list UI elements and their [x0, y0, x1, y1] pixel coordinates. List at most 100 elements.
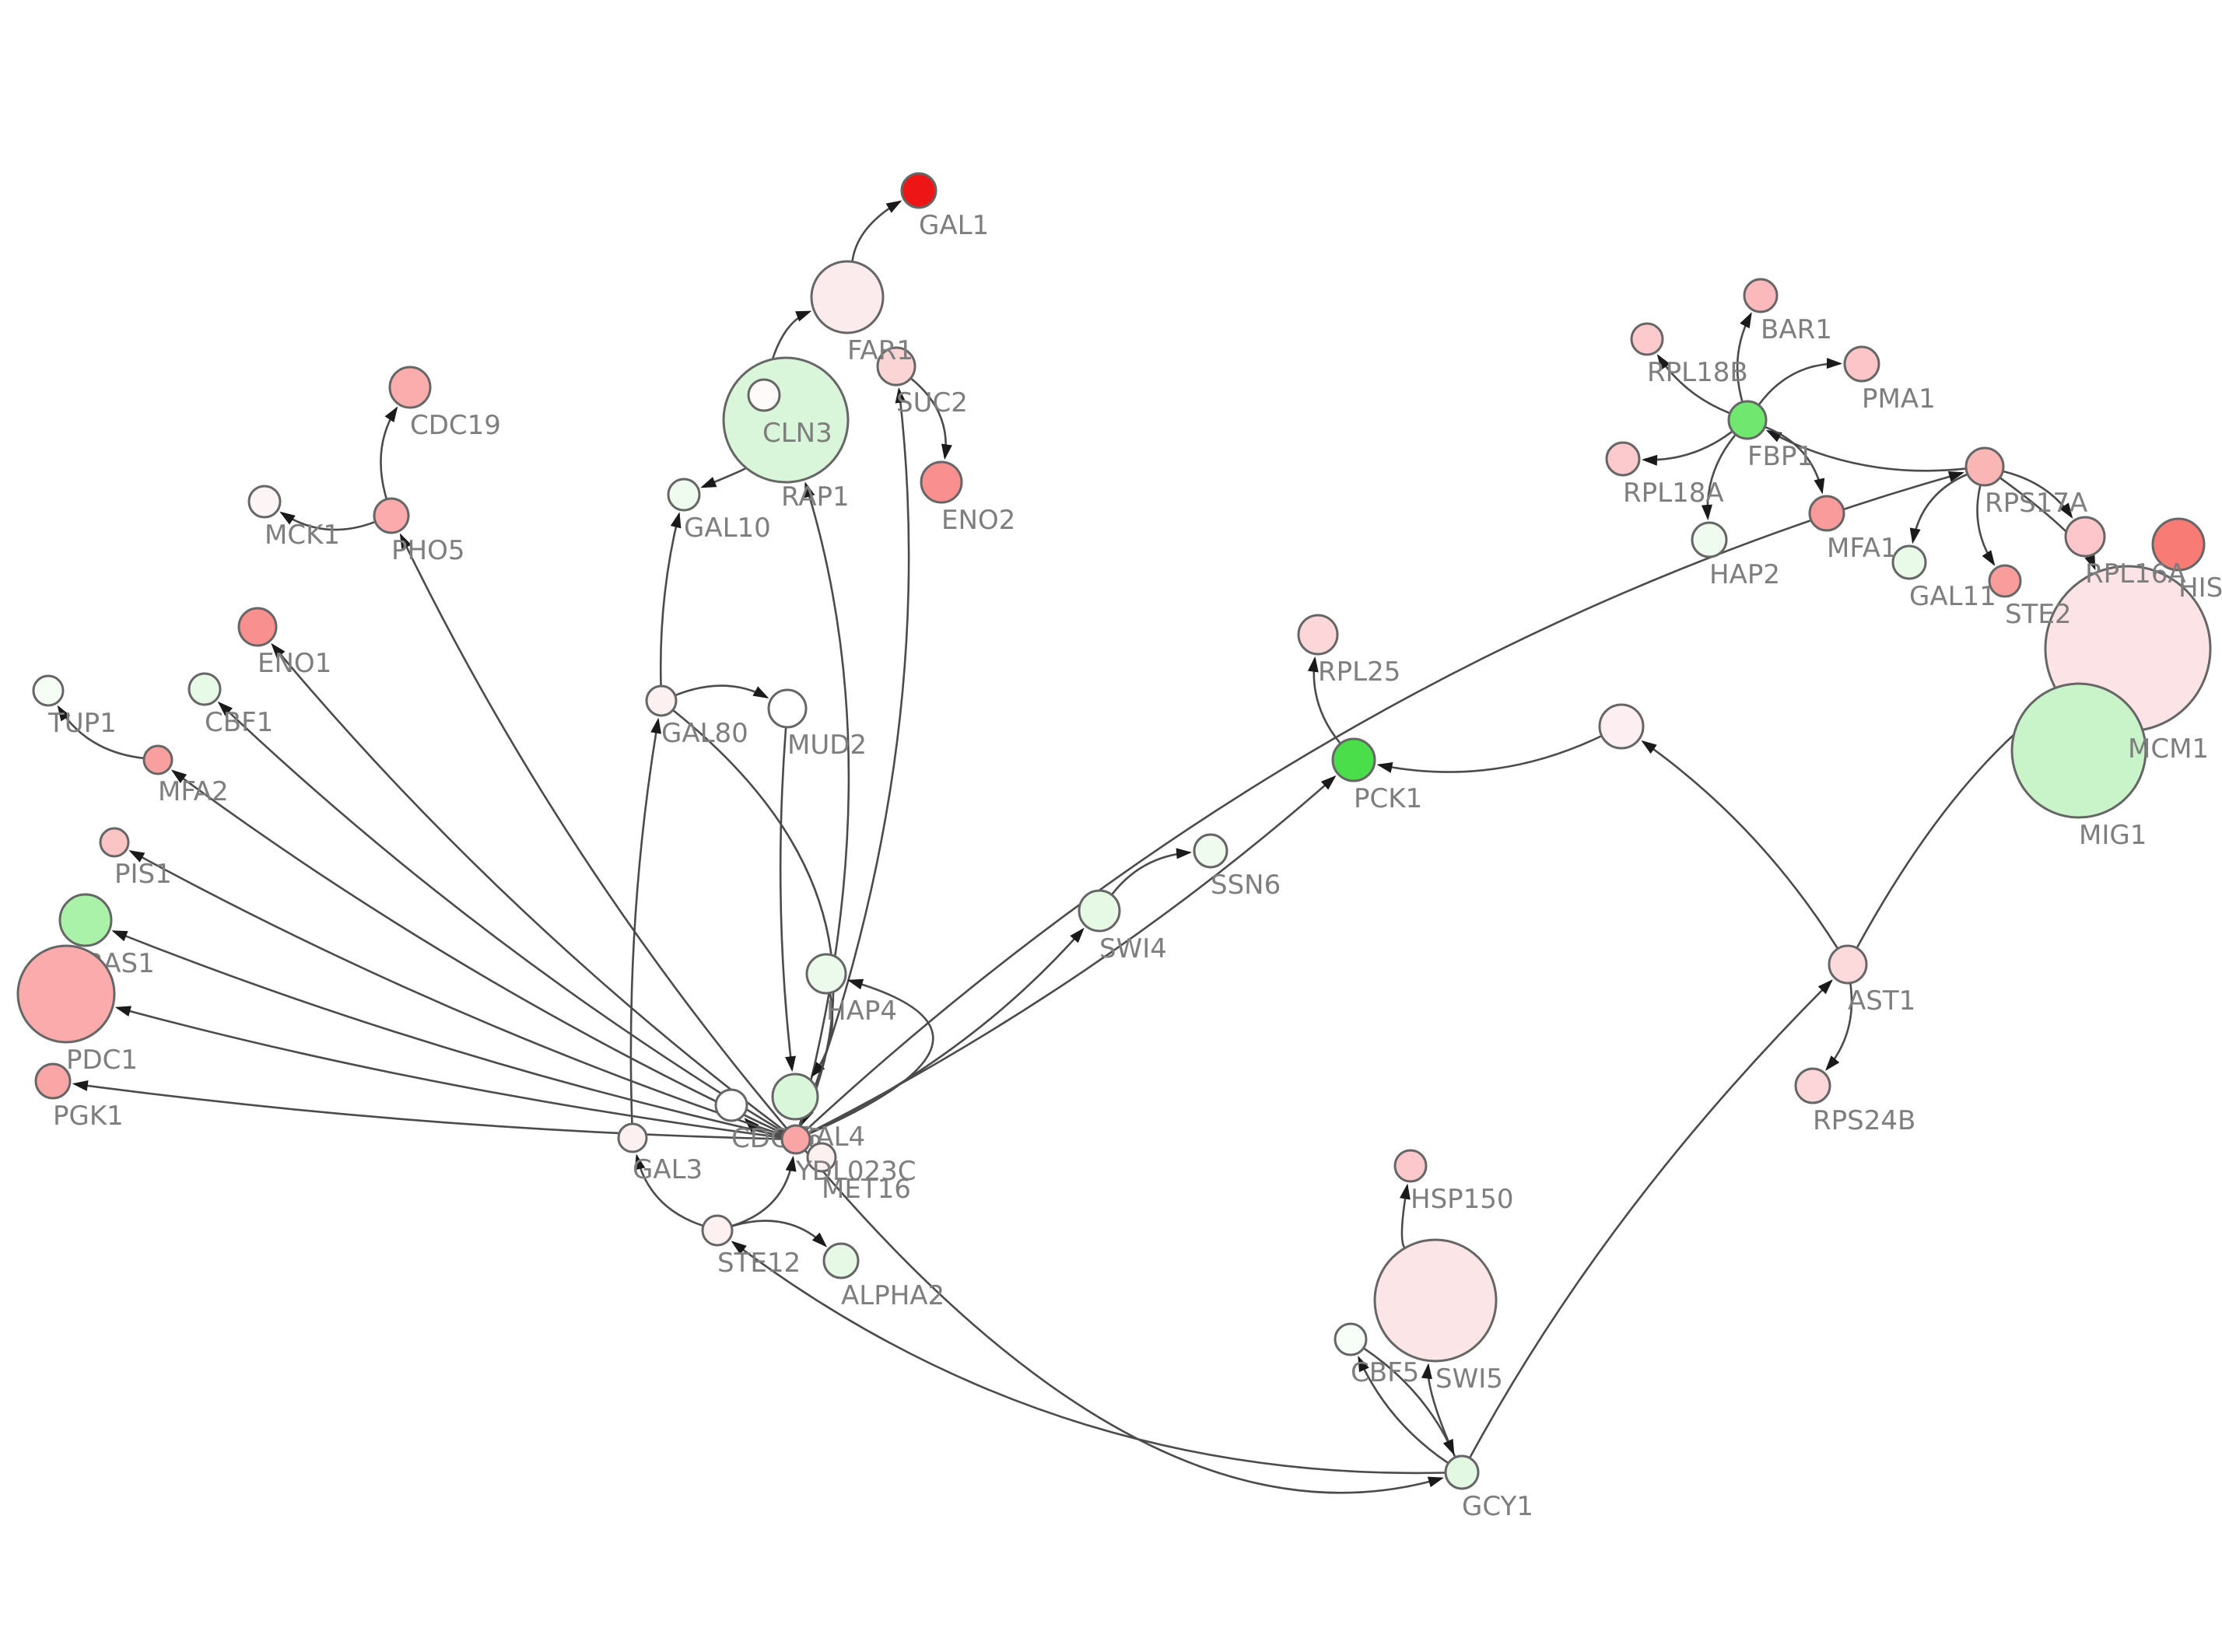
node-ENO2[interactable]: [920, 460, 963, 504]
node-MFA2[interactable]: [142, 744, 173, 775]
edge-MUD2-GAL4[interactable]: [779, 727, 796, 1073]
node-STE2[interactable]: [1988, 564, 2022, 598]
node-FAR1[interactable]: [810, 260, 885, 334]
edge-AST1-N1[interactable]: [1641, 740, 1838, 949]
edge-YDL023C-PHO5[interactable]: [399, 533, 787, 1129]
node-HAP4[interactable]: [805, 953, 847, 995]
node-N1[interactable]: [1598, 703, 1645, 750]
node-CDC36[interactable]: [714, 1088, 748, 1122]
edge-CLN3-GAL10[interactable]: [700, 467, 746, 488]
edge-GCY1-AST1[interactable]: [1469, 979, 1833, 1458]
node-MIG1[interactable]: [2010, 682, 2147, 819]
node-ALPHA2[interactable]: [822, 1242, 860, 1279]
edge-FAR1-GAL1[interactable]: [851, 200, 902, 261]
edge-FBP1-BAR1[interactable]: [1736, 312, 1752, 402]
node-GAL4[interactable]: [771, 1073, 819, 1121]
edge-YDL023C-PCK1[interactable]: [808, 775, 1337, 1134]
node-RPL18A[interactable]: [1605, 441, 1641, 477]
node-TUP1[interactable]: [32, 674, 65, 707]
edge-SWI4-SSN6[interactable]: [1111, 848, 1193, 895]
edge-YDL023C-RPS17A[interactable]: [806, 471, 1964, 1131]
node-MFA1[interactable]: [1808, 495, 1845, 532]
node-CDC19[interactable]: [388, 366, 432, 409]
edge-YDL023C-MFA2[interactable]: [170, 769, 783, 1135]
node-MCK1[interactable]: [247, 485, 282, 519]
edge-YDL023C-CLN3[interactable]: [798, 481, 850, 1125]
edge-YDL023C-HAP4[interactable]: [808, 978, 934, 1135]
node-GAL10[interactable]: [667, 478, 701, 512]
edge-YDL023C-CBF1[interactable]: [217, 701, 784, 1133]
node-CBF1[interactable]: [188, 672, 222, 706]
edge-FBP1-PMA1[interactable]: [1758, 358, 1842, 405]
edge-RPS17A-STE2[interactable]: [1976, 485, 1996, 566]
node-GAL3[interactable]: [617, 1122, 648, 1153]
edge-PHO5-CDC19[interactable]: [380, 406, 398, 499]
edge-STE12-GAL3[interactable]: [634, 1153, 703, 1227]
edge-RPS17A-RPL16A[interactable]: [2003, 470, 2073, 519]
node-AST1[interactable]: [1828, 944, 1868, 985]
edge-YDL023C-GCY1[interactable]: [804, 1150, 1444, 1494]
node-GCY1[interactable]: [1444, 1454, 1480, 1490]
edge-YDL023C-SUC2[interactable]: [800, 387, 910, 1126]
node-PIS1[interactable]: [99, 827, 130, 858]
node-GAL80[interactable]: [645, 684, 678, 717]
node-YDL023C[interactable]: [780, 1124, 811, 1155]
edge-YDL023C-PIS1[interactable]: [128, 850, 783, 1136]
edge-GAL3-GAL80[interactable]: [629, 717, 662, 1124]
edge-FBP1-RPL18B[interactable]: [1656, 354, 1730, 415]
node-RAS1[interactable]: [58, 893, 113, 947]
edge-PCK1-RPL25[interactable]: [1307, 656, 1341, 744]
node-RPL25[interactable]: [1297, 614, 1339, 656]
node-RPS17A[interactable]: [1964, 446, 2005, 487]
edge-GCY1-STE12[interactable]: [731, 1241, 1446, 1475]
edge-MFA2-TUP1[interactable]: [57, 705, 144, 760]
edge-GAL80-MUD2[interactable]: [675, 684, 769, 699]
node-PHO5[interactable]: [373, 497, 410, 534]
edge-SWI5-HSP150[interactable]: [1399, 1183, 1411, 1248]
node-HIS4[interactable]: [2151, 517, 2206, 572]
edge-SUC2-ENO2[interactable]: [910, 377, 952, 460]
edge-GCY1-CBF5[interactable]: [1358, 1356, 1449, 1464]
edge-RPS17A-GAL11[interactable]: [1909, 473, 1968, 544]
edge-RPS17A-MCM1[interactable]: [1999, 477, 2096, 571]
node-PDC1[interactable]: [16, 944, 116, 1044]
edge-YDL023C-PGK1[interactable]: [72, 1080, 782, 1140]
node-MET16[interactable]: [806, 1142, 837, 1173]
node-SWI4[interactable]: [1078, 889, 1121, 933]
node-FBP1[interactable]: [1727, 400, 1768, 440]
edge-FBP1-MFA1[interactable]: [1765, 425, 1825, 495]
node-RAP1[interactable]: [747, 378, 781, 412]
edge-YDL023C-RAS1[interactable]: [111, 930, 782, 1138]
node-RPL18B[interactable]: [1630, 322, 1664, 356]
node-BAR1[interactable]: [1743, 278, 1779, 313]
edge-CBF5-GCY1[interactable]: [1363, 1347, 1455, 1456]
edge-FBP1-HAP2[interactable]: [1701, 434, 1737, 521]
edge-FBP1-RPL18A[interactable]: [1642, 431, 1733, 466]
edge-HAP4-GAL4[interactable]: [811, 993, 834, 1078]
node-SSN6[interactable]: [1193, 833, 1228, 869]
node-RPL16A[interactable]: [2064, 516, 2106, 558]
node-PMA1[interactable]: [1843, 345, 1880, 383]
node-CBF5[interactable]: [1334, 1322, 1368, 1356]
edge-N1-PCK1[interactable]: [1376, 735, 1602, 773]
edge-PHO5-MCK1[interactable]: [279, 511, 375, 531]
node-PCK1[interactable]: [1331, 737, 1376, 782]
edge-GAL80-YDL023C[interactable]: [672, 709, 835, 1125]
edge-AST1-RPS24B[interactable]: [1825, 983, 1853, 1071]
edge-YDL023C-ENO1[interactable]: [271, 642, 785, 1132]
node-SUC2[interactable]: [876, 346, 916, 387]
node-GAL1[interactable]: [900, 172, 938, 209]
node-HSP150[interactable]: [1393, 1149, 1428, 1183]
node-RPS24B[interactable]: [1794, 1067, 1831, 1104]
node-HAP2[interactable]: [1691, 521, 1728, 558]
node-SWI5[interactable]: [1373, 1238, 1498, 1363]
node-STE12[interactable]: [701, 1214, 734, 1247]
node-ENO1[interactable]: [237, 607, 278, 647]
node-PGK1[interactable]: [34, 1062, 72, 1100]
edge-GAL80-GAL10[interactable]: [659, 512, 682, 686]
edge-STE12-ALPHA2[interactable]: [731, 1220, 828, 1248]
node-MUD2[interactable]: [767, 688, 808, 729]
edge-YDL023C-PDC1[interactable]: [114, 1006, 782, 1139]
node-GAL11[interactable]: [1891, 544, 1927, 580]
edge-STE12-YDL023C[interactable]: [731, 1155, 797, 1227]
